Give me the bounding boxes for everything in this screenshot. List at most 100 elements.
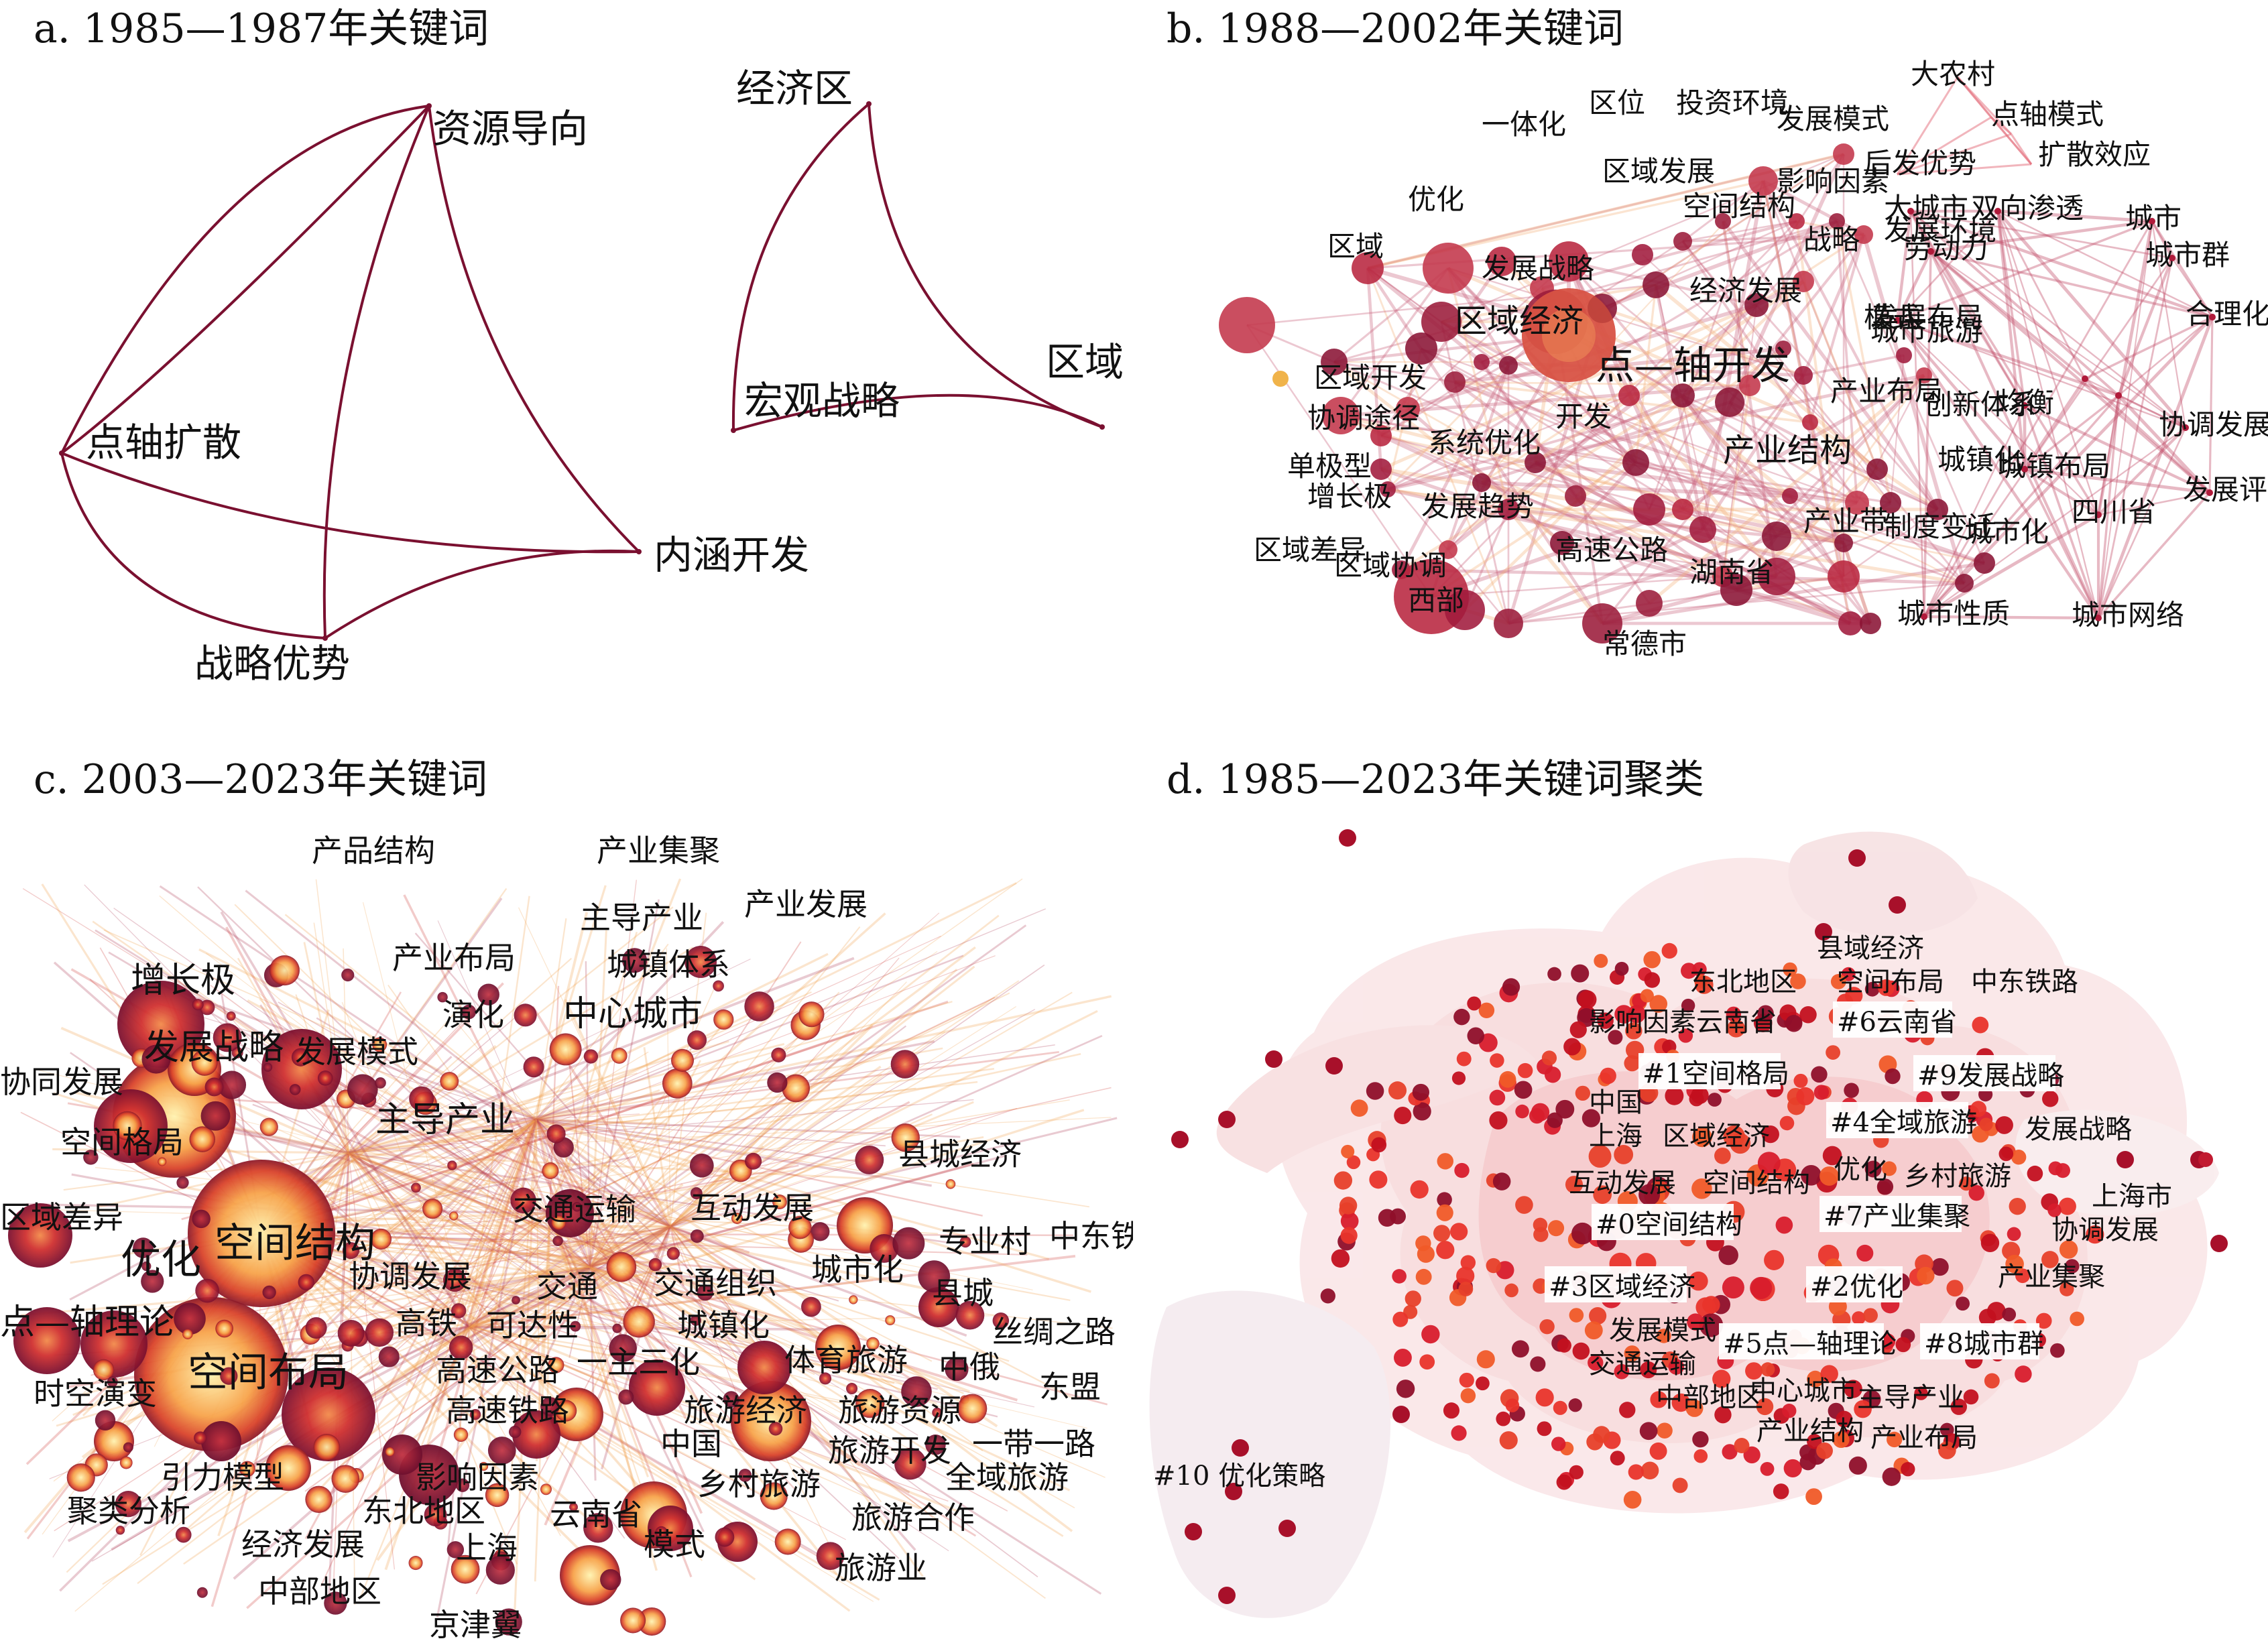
node <box>1715 387 1744 417</box>
node-label: 城市化 <box>811 1251 904 1288</box>
node <box>378 1346 400 1367</box>
edge <box>1809 421 1892 504</box>
node <box>1370 459 1392 480</box>
node <box>2060 1282 2074 1296</box>
edge <box>348 1152 966 1479</box>
node <box>1643 951 1661 969</box>
edge <box>548 1213 650 1477</box>
edge <box>589 1266 861 1467</box>
node <box>1278 1520 1296 1537</box>
node <box>1946 1280 1964 1297</box>
node <box>1487 247 1516 276</box>
edge <box>348 1081 978 1154</box>
edge <box>670 1034 1103 1228</box>
node-label: 高速公路 <box>436 1352 559 1388</box>
edge <box>469 1150 538 1328</box>
node <box>192 1209 211 1229</box>
cluster-label-bg <box>1826 1102 1968 1138</box>
node <box>1761 1125 1779 1144</box>
node-label: 点轴扩散 <box>86 420 241 465</box>
edge <box>589 1266 1102 1595</box>
edge <box>1728 401 1939 511</box>
edge <box>569 1266 591 1358</box>
node <box>2149 218 2155 225</box>
edge <box>469 924 1027 1329</box>
edge <box>536 1118 860 1163</box>
node <box>298 1274 314 1290</box>
node <box>115 1526 125 1535</box>
keyword-label: 空间布局 <box>1837 967 1944 997</box>
edge <box>1387 373 1925 491</box>
edge <box>1333 361 1563 544</box>
edge <box>589 1109 1085 1268</box>
node <box>1421 302 1461 342</box>
node <box>1325 1057 1343 1075</box>
node <box>1998 1146 2014 1162</box>
node-label: 县城经济 <box>898 1136 1022 1172</box>
edge <box>2097 426 2187 516</box>
node <box>1665 1086 1684 1105</box>
edge <box>198 948 537 1121</box>
edge <box>1387 394 1630 491</box>
edge <box>549 996 996 1214</box>
node-label: 城市群 <box>2145 239 2230 271</box>
cluster-label-bg <box>1592 1204 1734 1240</box>
node-label: 互动发展 <box>691 1190 814 1226</box>
edge <box>66 1119 537 1573</box>
edge <box>1682 220 1797 243</box>
edge <box>220 911 471 1328</box>
edge <box>589 1266 1018 1402</box>
edge <box>356 1326 471 1410</box>
node-label: 交通运输 <box>513 1191 636 1227</box>
node <box>1492 1172 1511 1190</box>
edge <box>1909 210 2100 515</box>
edge <box>411 1119 537 1137</box>
edge <box>2023 469 2100 619</box>
panel-c: c. 2003—2023年关键词 产品结构 产业集聚 主导产业 产业发展 产业布局 城镇体… <box>0 744 1133 1649</box>
node <box>549 1033 582 1066</box>
node <box>1625 1022 1643 1040</box>
node <box>1450 1223 1468 1241</box>
edge <box>1681 394 1846 578</box>
edge <box>159 983 537 1121</box>
edge <box>405 1119 538 1386</box>
node <box>816 1542 845 1571</box>
node <box>2005 1254 2024 1274</box>
node <box>1773 1483 1789 1500</box>
edge <box>535 1118 916 1551</box>
node-label: 产品结构 <box>312 833 435 869</box>
edge <box>195 989 591 1268</box>
node <box>1815 923 1832 940</box>
edge <box>589 1266 597 1481</box>
node <box>655 1526 668 1539</box>
node <box>265 1445 311 1491</box>
edge <box>261 906 674 1234</box>
edge <box>1923 615 2099 620</box>
edge <box>1775 374 1925 538</box>
node <box>957 1394 988 1424</box>
node <box>1225 1483 1242 1500</box>
node <box>1722 1276 1744 1299</box>
node <box>760 1482 788 1510</box>
node <box>1551 1437 1566 1451</box>
node <box>1640 1461 1659 1479</box>
node <box>1708 1093 1722 1107</box>
node <box>697 1284 714 1301</box>
edge <box>455 1022 537 1120</box>
edge <box>261 1232 744 1251</box>
node <box>1517 1062 1533 1079</box>
edge <box>469 1254 1076 1329</box>
panel-d: d. 1985—2023年关键词聚类 县域经济 东北地区 空间布局 中东铁路 影响因素云… <box>1133 744 2268 1649</box>
edge <box>469 1125 599 1328</box>
edge <box>549 992 1010 1214</box>
node <box>1339 1197 1358 1215</box>
keyword-label: 中国 <box>1589 1087 1643 1118</box>
edge <box>1909 210 2026 406</box>
node-label: 扩散效应 <box>2038 138 2151 171</box>
node <box>1394 1349 1412 1367</box>
node <box>1720 574 1752 606</box>
edge <box>362 902 470 1328</box>
node <box>1417 1245 1435 1263</box>
node-label: 常德市 <box>1602 627 1687 660</box>
node <box>1673 232 1692 251</box>
